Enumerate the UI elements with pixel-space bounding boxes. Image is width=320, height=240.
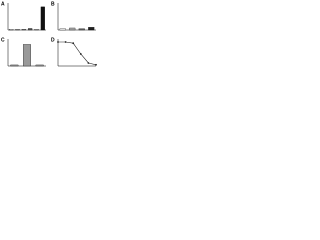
point [79, 53, 82, 55]
point [57, 41, 59, 43]
point [95, 63, 97, 66]
figure: A B C D [1, 1, 97, 67]
bar [23, 44, 31, 67]
panel-label: B [51, 1, 55, 7]
bar [15, 29, 20, 31]
bar [59, 28, 66, 31]
point [87, 62, 90, 64]
bar [34, 29, 39, 31]
bar [69, 27, 76, 31]
panel-label: A [1, 1, 5, 7]
bar [35, 64, 44, 67]
panel-label: D [51, 37, 55, 43]
bar [21, 29, 26, 31]
bar [9, 29, 14, 31]
panel-label: C [1, 37, 5, 43]
point [64, 41, 67, 43]
bar [40, 6, 45, 31]
bar [78, 28, 85, 31]
bar [88, 27, 95, 31]
line [58, 41, 97, 66]
bar [28, 28, 33, 31]
bar [10, 64, 19, 67]
point [72, 42, 75, 45]
